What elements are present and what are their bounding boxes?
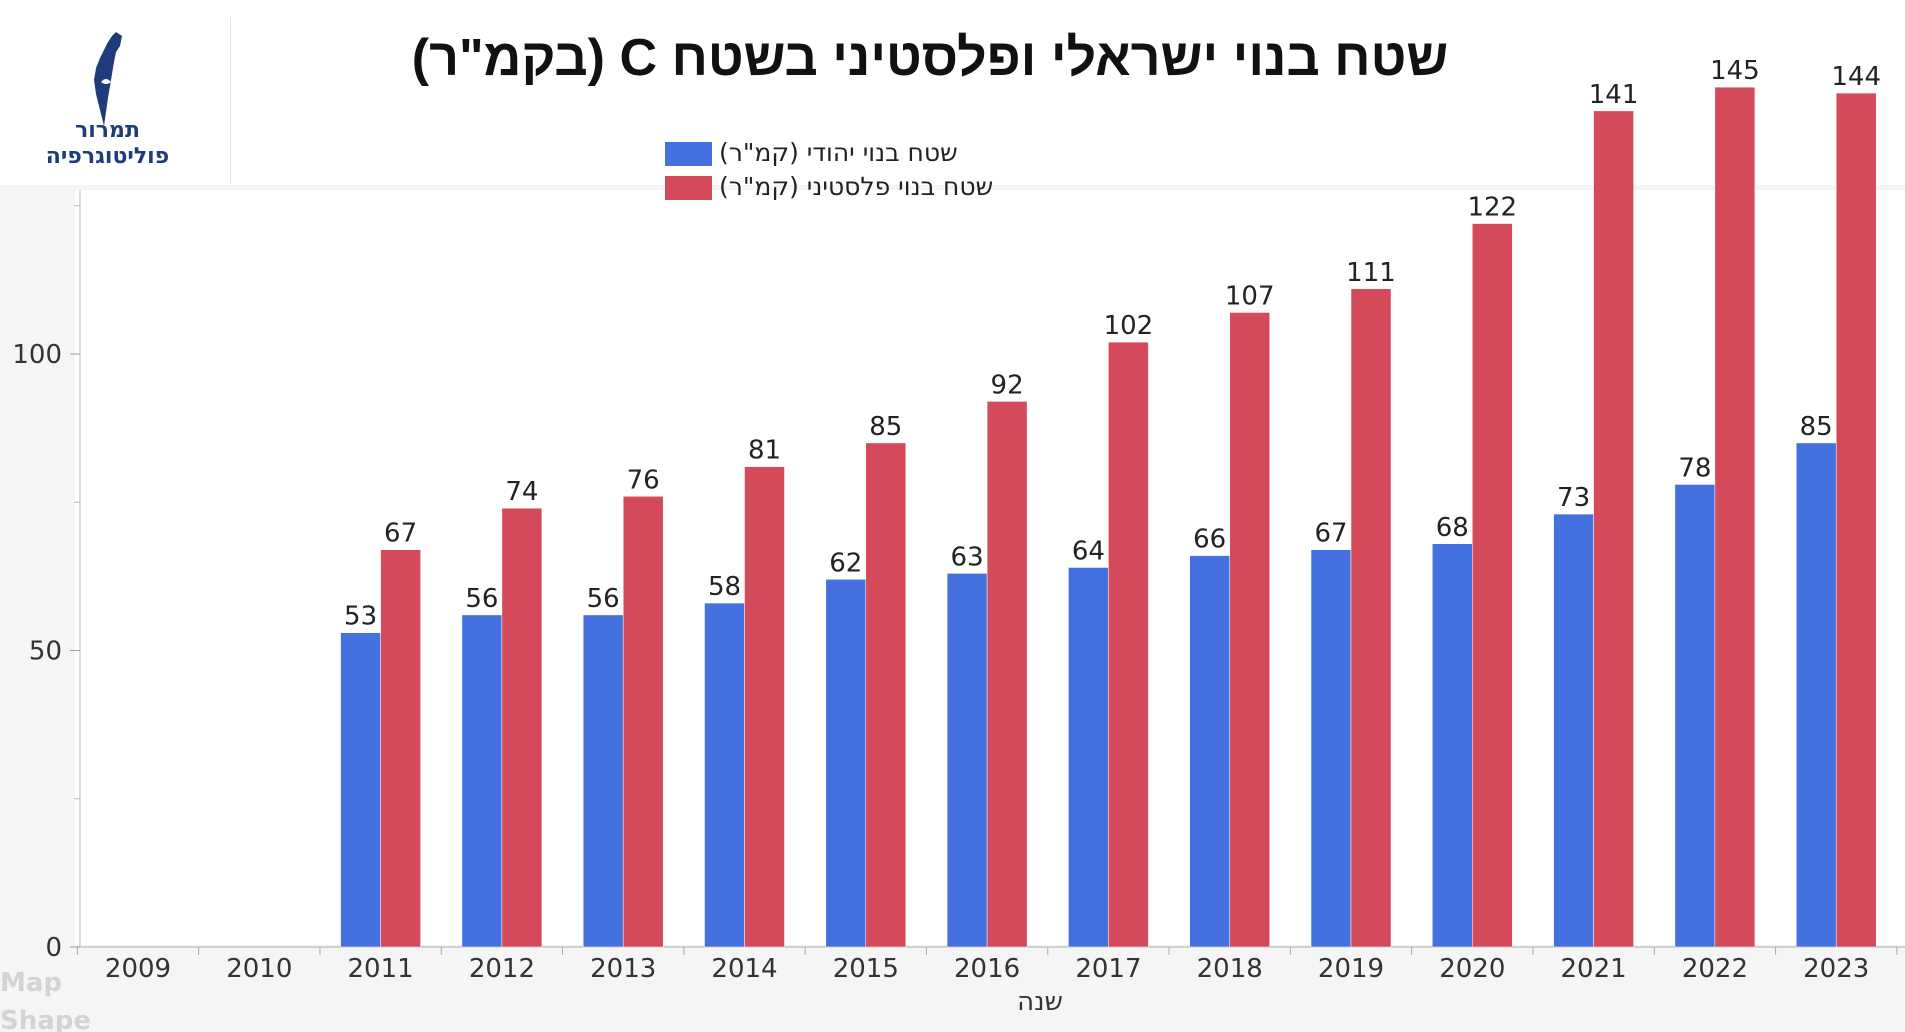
value-label-jewish: 64 <box>1072 536 1105 566</box>
bar-palestinian <box>1229 312 1270 948</box>
bar-palestinian <box>1593 110 1634 948</box>
y-tick-label: 0 <box>45 933 62 963</box>
x-tick-label: 2012 <box>469 954 535 984</box>
y-tick-label: 50 <box>29 637 62 667</box>
bar-jewish <box>1674 484 1716 948</box>
bar-jewish <box>825 579 867 948</box>
value-label-jewish: 63 <box>951 542 984 572</box>
bar-palestinian <box>744 466 785 948</box>
bar-jewish <box>461 614 503 948</box>
value-label-jewish: 58 <box>708 572 741 602</box>
value-label-jewish: 78 <box>1678 453 1711 483</box>
legend-label-jewish: שטח בנוי יהודי (קמ"ר) <box>719 138 958 167</box>
x-tick-label: 2022 <box>1682 954 1748 984</box>
bar-jewish <box>340 632 381 948</box>
bar-jewish <box>946 573 988 948</box>
x-tick-label: 2013 <box>590 954 656 984</box>
x-tick-label: 2018 <box>1197 954 1263 984</box>
legend-item-palestinian: שטח בנוי פלסטיני (קמ"ר) <box>665 172 1085 202</box>
bar-jewish <box>1310 549 1352 948</box>
value-label-palestinian: 144 <box>1831 62 1881 92</box>
bar-jewish <box>1068 567 1109 948</box>
x-tick-label: 2020 <box>1439 954 1505 984</box>
bar-palestinian <box>865 442 907 948</box>
bar-palestinian <box>986 401 1028 948</box>
bar-palestinian <box>1472 223 1513 948</box>
value-label-jewish: 56 <box>587 584 620 614</box>
bar-palestinian <box>1835 92 1877 948</box>
value-label-palestinian: 145 <box>1710 56 1760 86</box>
value-label-palestinian: 122 <box>1467 193 1517 223</box>
x-tick-label: 2017 <box>1075 954 1141 984</box>
chart-legend: שטח בנוי יהודי (קמ"ר) שטח בנוי פלסטיני (… <box>665 138 1085 208</box>
value-label-palestinian: 85 <box>869 412 902 442</box>
bar-jewish <box>582 614 624 948</box>
value-label-palestinian: 74 <box>505 477 538 507</box>
x-tick-label: 2019 <box>1318 954 1384 984</box>
bar-jewish <box>1553 513 1594 948</box>
value-label-jewish: 66 <box>1193 525 1226 555</box>
value-label-palestinian: 92 <box>991 370 1024 400</box>
value-label-jewish: 85 <box>1800 412 1833 442</box>
chart-title: שטח בנוי ישראלי ופלסטיני בשטח C (בקמ"ר) <box>411 29 1449 87</box>
value-label-jewish: 53 <box>344 602 377 632</box>
legend-item-jewish: שטח בנוי יהודי (קמ"ר) <box>665 138 1085 168</box>
bar-palestinian <box>1108 341 1149 948</box>
x-tick-label: 2009 <box>105 954 171 984</box>
israel-map-icon <box>94 32 122 126</box>
x-tick-label: 2010 <box>226 954 292 984</box>
bar-jewish <box>1795 442 1837 948</box>
x-tick-label: 2011 <box>348 954 414 984</box>
bar-palestinian <box>1714 86 1756 948</box>
logo-text-line-1: תמרור <box>75 118 140 143</box>
chart-y-ticks: 0 50 100 <box>12 205 80 963</box>
x-tick-label: 2023 <box>1803 954 1869 984</box>
legend-swatch-jewish <box>665 142 712 166</box>
legend-swatch-palestinian <box>665 176 712 200</box>
value-label-palestinian: 141 <box>1589 80 1639 110</box>
value-label-palestinian: 67 <box>384 519 417 549</box>
bar-jewish <box>1432 543 1473 948</box>
value-label-jewish: 67 <box>1314 519 1347 549</box>
watermark-line-1: Map <box>0 968 63 998</box>
value-label-jewish: 68 <box>1436 513 1469 543</box>
value-label-palestinian: 107 <box>1225 281 1275 311</box>
x-tick-label: 2015 <box>833 954 899 984</box>
logo-text-line-2: פוליטוגרפיה <box>45 144 170 169</box>
value-label-palestinian: 102 <box>1104 311 1154 341</box>
value-label-palestinian: 111 <box>1346 258 1396 288</box>
chart-value-labels: 53 67 56 74 56 76 58 81 62 85 63 92 64 102 66 107 67 111 6… <box>344 56 1881 632</box>
bar-palestinian <box>501 507 543 948</box>
y-tick-label: 100 <box>12 340 62 370</box>
value-label-jewish: 73 <box>1557 483 1590 513</box>
x-tick-label: 2014 <box>711 954 777 984</box>
value-label-palestinian: 81 <box>748 436 781 466</box>
value-label-palestinian: 76 <box>627 465 660 495</box>
bar-palestinian <box>380 549 421 948</box>
chart-bars <box>340 86 1877 948</box>
legend-label-palestinian: שטח בנוי פלסטיני (קמ"ר) <box>719 172 994 201</box>
value-label-jewish: 56 <box>465 584 498 614</box>
value-label-jewish: 62 <box>829 548 862 578</box>
watermark-line-2: Shape <box>0 1006 92 1032</box>
bar-jewish <box>704 602 745 948</box>
logo: תמרור פוליטוגרפיה <box>0 18 231 183</box>
x-tick-label: 2021 <box>1561 954 1627 984</box>
bar-jewish <box>1189 555 1230 948</box>
x-tick-label: 2016 <box>954 954 1020 984</box>
x-axis-title: שנה <box>1017 987 1063 1017</box>
bar-palestinian <box>622 496 664 948</box>
bar-palestinian <box>1350 288 1392 948</box>
chart-x-ticks: 2009 2010 2011 2012 2013 2014 2015 2016 2017 2018… <box>76 947 1898 984</box>
